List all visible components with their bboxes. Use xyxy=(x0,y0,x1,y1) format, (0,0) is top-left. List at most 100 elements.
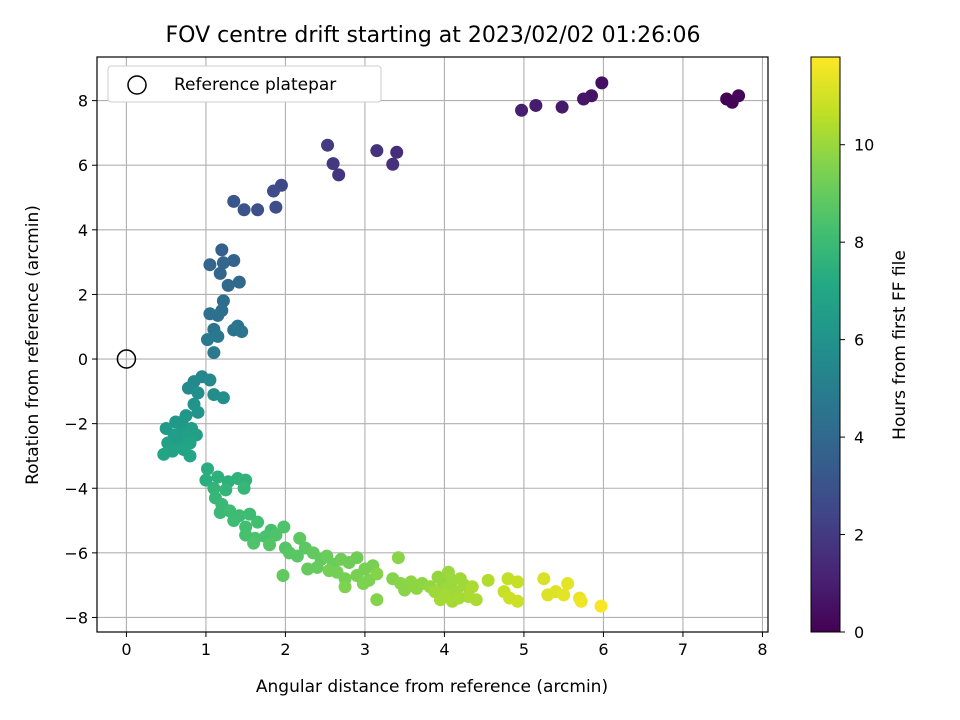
data-point xyxy=(293,531,307,545)
data-point xyxy=(391,551,405,565)
data-point xyxy=(370,567,384,581)
data-point xyxy=(370,144,384,158)
plot-frame xyxy=(96,56,769,633)
data-point xyxy=(263,538,277,552)
data-point xyxy=(175,415,189,429)
data-point xyxy=(221,278,235,292)
y-tick-label: 4 xyxy=(78,221,88,240)
data-point xyxy=(157,447,171,461)
colorbar: 0 2 4 6 8 10 Hours from first FF file xyxy=(810,56,910,642)
chart-title: FOV centre drift starting at 2023/02/02 … xyxy=(166,23,701,48)
data-point xyxy=(561,577,575,591)
colorbar-tick-label: 4 xyxy=(854,428,864,447)
legend-box xyxy=(107,65,382,103)
y-tick-label: 8 xyxy=(78,92,88,111)
colorbar-tick-label: 0 xyxy=(854,623,864,642)
colorbar-ticks: 0 2 4 6 8 10 xyxy=(840,136,874,642)
data-point xyxy=(207,481,221,495)
x-tick-label: 7 xyxy=(678,640,688,659)
y-axis-ticks: −8 −6 −4 −2 0 2 4 6 8 xyxy=(64,92,97,627)
colorbar-tick-label: 8 xyxy=(854,233,864,252)
data-point xyxy=(574,594,588,608)
data-point xyxy=(452,591,466,605)
x-tick-label: 8 xyxy=(757,640,767,659)
data-point xyxy=(370,593,384,607)
data-point xyxy=(332,168,346,182)
data-point xyxy=(201,462,215,476)
data-point xyxy=(465,580,479,594)
data-point xyxy=(537,572,551,586)
data-point xyxy=(555,100,569,114)
data-point xyxy=(219,483,233,497)
data-point xyxy=(269,200,283,214)
data-point xyxy=(594,599,608,613)
y-tick-label: −4 xyxy=(64,479,88,498)
colorbar-tick-label: 2 xyxy=(854,526,864,545)
data-points xyxy=(157,76,746,613)
data-point xyxy=(481,573,495,587)
legend: Reference platepar xyxy=(107,65,382,103)
data-point xyxy=(237,481,251,495)
data-point xyxy=(338,580,352,594)
x-tick-label: 5 xyxy=(519,640,529,659)
data-point xyxy=(290,549,304,563)
reference-point xyxy=(116,349,137,369)
x-tick-label: 1 xyxy=(201,640,211,659)
data-point xyxy=(251,515,265,529)
data-point xyxy=(191,386,205,400)
data-point xyxy=(251,203,265,217)
y-tick-label: −8 xyxy=(64,608,88,627)
data-point xyxy=(269,528,283,542)
x-tick-label: 0 xyxy=(121,640,131,659)
x-tick-label: 3 xyxy=(360,640,370,659)
y-tick-label: 6 xyxy=(78,156,88,175)
legend-marker xyxy=(127,75,147,95)
data-point xyxy=(227,194,241,208)
grid xyxy=(97,57,768,632)
data-point xyxy=(469,593,483,607)
data-point xyxy=(235,325,249,339)
legend-label: Reference platepar xyxy=(174,75,336,95)
data-point xyxy=(390,145,404,159)
x-tick-label: 6 xyxy=(598,640,608,659)
data-point xyxy=(203,373,217,387)
colorbar-label: Hours from first FF file xyxy=(890,250,910,440)
colorbar-gradient xyxy=(810,56,841,633)
data-point xyxy=(428,585,442,599)
data-point xyxy=(595,76,609,90)
data-point xyxy=(183,449,197,463)
data-point xyxy=(276,568,290,582)
data-point xyxy=(227,254,241,268)
x-axis-label: Angular distance from reference (arcmin) xyxy=(256,677,608,697)
data-point xyxy=(169,430,183,444)
data-point xyxy=(232,275,246,289)
data-point xyxy=(199,473,213,487)
data-point xyxy=(386,157,400,171)
colorbar-tick-label: 6 xyxy=(854,331,864,350)
colorbar-tick-label: 10 xyxy=(854,136,874,155)
data-point xyxy=(201,333,215,347)
data-point xyxy=(247,536,261,550)
data-point xyxy=(243,507,257,521)
data-point xyxy=(511,594,525,608)
y-tick-label: −2 xyxy=(64,415,88,434)
data-point xyxy=(577,92,591,106)
data-point xyxy=(211,329,225,343)
data-point xyxy=(213,266,227,280)
data-point xyxy=(191,405,205,419)
data-point xyxy=(515,103,529,117)
data-point xyxy=(350,551,364,565)
data-point xyxy=(326,157,340,171)
data-point xyxy=(356,577,370,591)
x-tick-label: 4 xyxy=(439,640,449,659)
data-point xyxy=(211,470,225,484)
data-point xyxy=(557,588,571,602)
data-point xyxy=(216,256,230,270)
data-point xyxy=(207,346,221,360)
data-point xyxy=(266,184,280,198)
data-point xyxy=(237,203,251,217)
y-tick-label: 0 xyxy=(78,350,88,369)
data-point xyxy=(310,560,324,574)
data-point xyxy=(215,243,229,257)
